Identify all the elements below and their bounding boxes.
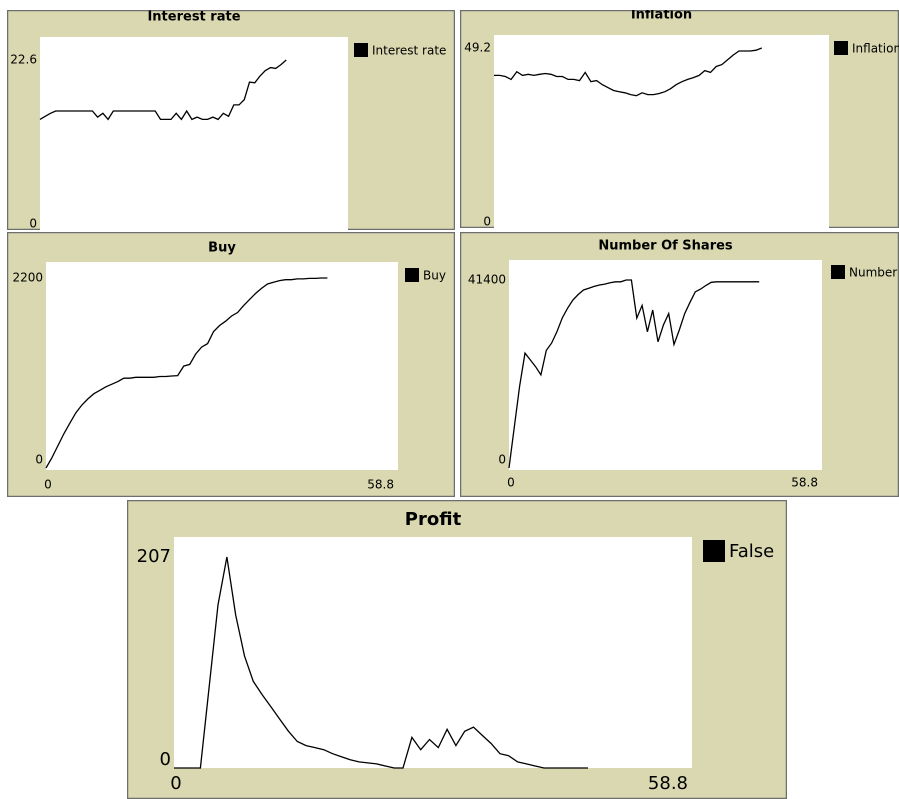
y-tick-label: 2200 bbox=[12, 271, 43, 285]
x-tick-label: 0 bbox=[507, 476, 515, 490]
legend-label: Buy bbox=[423, 269, 446, 283]
x-tick-label: 58.8 bbox=[367, 478, 394, 492]
x-tick-label: 58.8 bbox=[648, 773, 688, 794]
plot-panel: Inflation 0 49.2 Inflation bbox=[461, 8, 899, 241]
y-tick-label: 0 bbox=[498, 453, 506, 467]
legend-label: Interest rate bbox=[372, 44, 446, 58]
plot-area bbox=[509, 260, 822, 470]
y-tick-label: 49.2 bbox=[464, 41, 491, 55]
plot-panel: Interest rate 0 22.6 Interest rate bbox=[8, 10, 455, 241]
legend-swatch bbox=[405, 268, 419, 282]
legend-swatch bbox=[834, 41, 848, 55]
plot-title: Interest rate bbox=[147, 10, 240, 25]
page-body: Interest rate 0 22.6 Interest rate Inflation… bbox=[0, 0, 899, 799]
legend-label: Inflation bbox=[852, 42, 899, 56]
x-tick-label: 0 bbox=[44, 478, 52, 492]
legend-label: False bbox=[729, 541, 774, 562]
x-tick-label: 58.8 bbox=[791, 476, 818, 490]
plot-area bbox=[174, 537, 692, 768]
legend-swatch bbox=[831, 265, 845, 279]
plot-area bbox=[46, 262, 398, 470]
legend-label: Number bbox=[849, 266, 897, 280]
plot-area bbox=[494, 35, 829, 240]
x-tick-label: 0 bbox=[170, 773, 181, 794]
plot-panel: Number Of Shares 0 41400 0 58.8 Number bbox=[461, 233, 899, 497]
y-tick-label: 0 bbox=[160, 749, 171, 770]
plot-panel: Buy 0 2200 0 58.8 Buy bbox=[8, 233, 455, 497]
screenshot: Interest rate 0 22.6 Interest rate Inflation… bbox=[0, 0, 899, 799]
y-tick-label: 22.6 bbox=[10, 53, 37, 67]
plot-panel: Profit 0 207 0 58.8 False bbox=[128, 501, 787, 799]
legend-swatch bbox=[703, 540, 725, 562]
y-tick-label: 0 bbox=[483, 215, 491, 229]
plot-title: Inflation bbox=[631, 8, 692, 23]
y-tick-label: 0 bbox=[35, 453, 43, 467]
y-tick-label: 0 bbox=[29, 217, 37, 231]
plot-title: Profit bbox=[405, 509, 462, 530]
plot-title: Buy bbox=[208, 241, 236, 256]
page: {"chart_data": [ {"type": "line", "title… bbox=[0, 0, 899, 799]
y-tick-label: 207 bbox=[137, 546, 171, 567]
legend-swatch bbox=[354, 43, 368, 57]
plot-title: Number Of Shares bbox=[598, 239, 733, 254]
y-tick-label: 41400 bbox=[468, 273, 506, 287]
plot-area bbox=[40, 37, 348, 240]
